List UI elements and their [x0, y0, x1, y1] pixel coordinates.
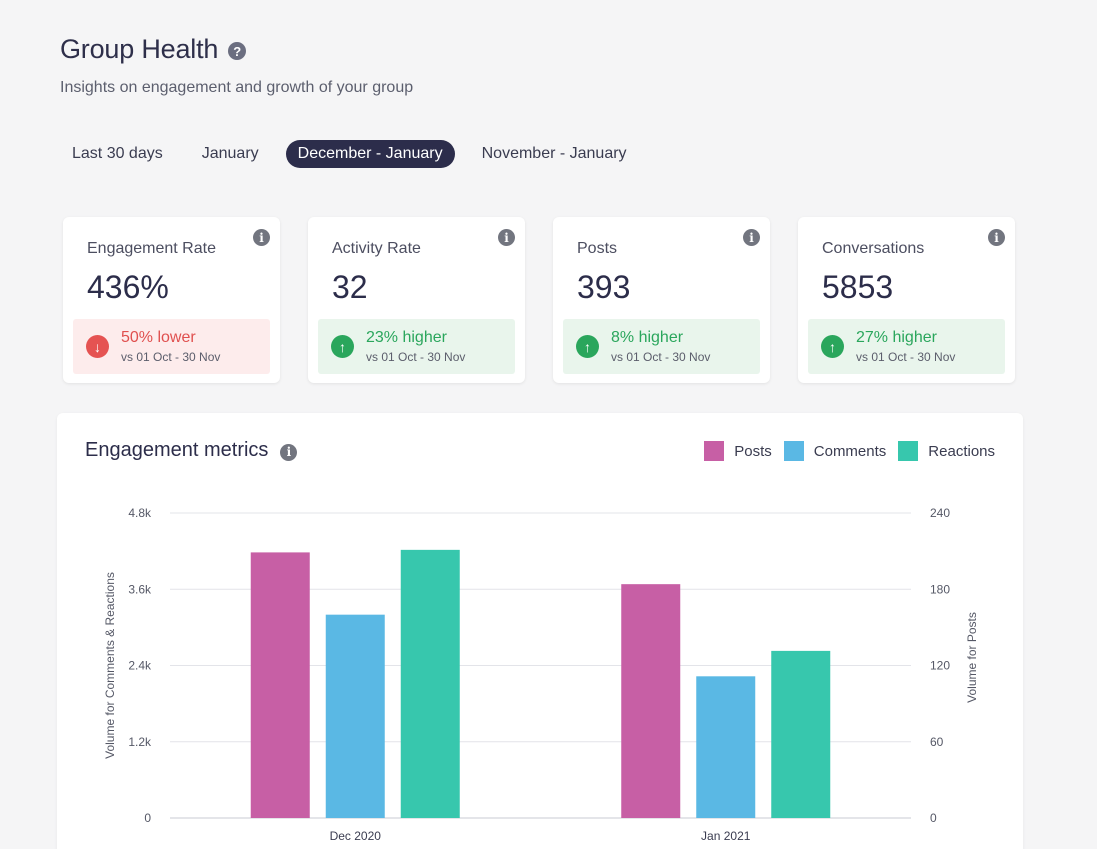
legend-item-comments[interactable]: Comments	[783, 441, 887, 461]
stat-value: 436%	[87, 269, 169, 305]
stat-card-activity-rate: Activity Rate i 32 ↑ 23% higher vs 01 Oc…	[308, 217, 525, 383]
page-title: Group Health	[60, 34, 219, 64]
tab-january[interactable]: January	[201, 145, 259, 162]
delta-badge: ↑ 27% higher vs 01 Oct - 30 Nov	[808, 319, 1005, 374]
tab-november-january[interactable]: November - January	[481, 145, 627, 162]
date-range-tabs: Last 30 days January December - January …	[60, 140, 654, 168]
info-icon[interactable]: i	[743, 229, 760, 246]
right-tick-label: 240	[930, 506, 950, 520]
page-header: Group Health ? Insights on engagement an…	[60, 34, 413, 97]
arrow-up-icon: ↑	[576, 335, 599, 358]
delta-text: 8% higher	[611, 329, 684, 346]
delta-badge: ↑ 8% higher vs 01 Oct - 30 Nov	[563, 319, 760, 374]
delta-badge: ↑ 23% higher vs 01 Oct - 30 Nov	[318, 319, 515, 374]
chart-title: Engagement metrics	[85, 439, 269, 461]
legend-item-posts[interactable]: Posts	[704, 441, 772, 461]
delta-text: 23% higher	[366, 329, 447, 346]
bar-reactions-1	[771, 650, 831, 818]
legend-item-reactions[interactable]: Reactions	[898, 441, 995, 461]
right-tick-label: 180	[930, 582, 950, 596]
title-row: Group Health ?	[60, 34, 413, 65]
stat-label: Conversations	[822, 240, 925, 257]
stat-card-conversations: Conversations i 5853 ↑ 27% higher vs 01 …	[798, 217, 1015, 383]
x-tick-label: Jan 2021	[701, 829, 751, 843]
arrow-up-icon: ↑	[331, 335, 354, 358]
right-tick-label: 60	[930, 735, 944, 749]
stat-value: 393	[577, 269, 631, 305]
arrow-down-icon: ↓	[86, 335, 109, 358]
left-tick-label: 1.2k	[128, 735, 152, 749]
x-tick-label: Dec 2020	[330, 829, 382, 843]
bar-reactions-0	[400, 549, 460, 818]
right-tick-label: 120	[930, 659, 950, 673]
delta-comparison: vs 01 Oct - 30 Nov	[611, 350, 711, 364]
legend-label: Comments	[813, 442, 887, 460]
legend-swatch	[898, 441, 919, 461]
tab-last-30-days[interactable]: Last 30 days	[72, 145, 163, 162]
left-tick-label: 3.6k	[128, 582, 152, 596]
legend-swatch	[783, 441, 804, 461]
stat-label: Activity Rate	[332, 240, 421, 257]
info-icon[interactable]: i	[280, 443, 298, 461]
left-axis-title: Volume for Comments & Reactions	[103, 572, 117, 759]
tab-december-january[interactable]: December - January	[285, 140, 455, 168]
chart-legend: Posts Comments Reactions	[692, 441, 995, 461]
delta-comparison: vs 01 Oct - 30 Nov	[121, 350, 221, 364]
bar-comments-0	[325, 614, 385, 818]
delta-text: 50% lower	[121, 329, 196, 346]
stat-card-engagement-rate: Engagement Rate i 436% ↓ 50% lower vs 01…	[63, 217, 280, 383]
info-icon[interactable]: i	[253, 229, 270, 246]
left-tick-label: 4.8k	[128, 506, 152, 520]
engagement-chart: 0 0 1.2k 60 2.4k 120 3.6k 180 4.8k 240 Volume for …	[103, 506, 979, 843]
bar-comments-1	[696, 676, 756, 818]
left-tick-label: 2.4k	[128, 659, 152, 673]
stat-label: Posts	[577, 240, 618, 257]
left-tick-label: 0	[144, 811, 151, 825]
legend-label: Reactions	[928, 442, 995, 460]
stat-label: Engagement Rate	[87, 240, 216, 257]
info-icon[interactable]: i	[498, 229, 515, 246]
legend-swatch	[704, 441, 725, 461]
delta-comparison: vs 01 Oct - 30 Nov	[366, 350, 466, 364]
right-axis-title: Volume for Posts	[965, 612, 979, 703]
stat-card-posts: Posts i 393 ↑ 8% higher vs 01 Oct - 30 N…	[553, 217, 770, 383]
bar-posts-1	[621, 584, 681, 818]
delta-badge: ↓ 50% lower vs 01 Oct - 30 Nov	[73, 319, 270, 374]
delta-comparison: vs 01 Oct - 30 Nov	[856, 350, 956, 364]
stat-value: 5853	[822, 269, 894, 305]
page-subtitle: Insights on engagement and growth of you…	[60, 79, 414, 96]
arrow-up-icon: ↑	[821, 335, 844, 358]
stat-cards: Engagement Rate i 436% ↓ 50% lower vs 01…	[63, 217, 1015, 383]
stat-value: 32	[332, 269, 368, 305]
engagement-metrics-card: 0 0 1.2k 60 2.4k 120 3.6k 180 4.8k 240 Volume for …	[57, 413, 1023, 849]
legend-label: Posts	[734, 442, 772, 460]
right-tick-label: 0	[930, 811, 937, 825]
question-circle-icon[interactable]: ?	[228, 42, 247, 60]
bar-posts-0	[250, 552, 310, 818]
info-icon[interactable]: i	[988, 229, 1005, 246]
chart-title-row: Engagement metrics i	[85, 439, 298, 462]
delta-text: 27% higher	[856, 329, 937, 346]
